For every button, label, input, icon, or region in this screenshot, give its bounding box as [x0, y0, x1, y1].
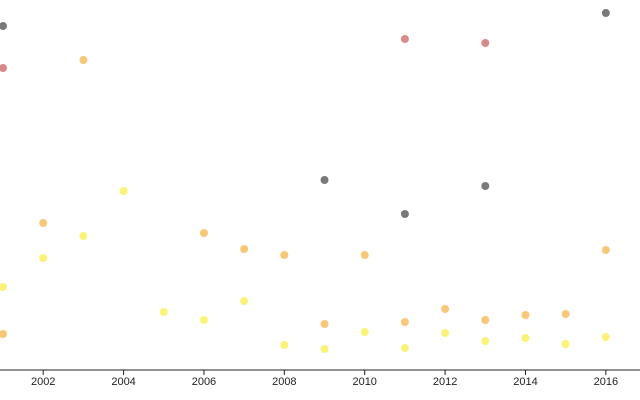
point: [199, 316, 208, 324]
point: [0, 22, 8, 30]
x-tick-label: 2008: [272, 376, 296, 388]
point: [481, 182, 490, 190]
point: [601, 246, 610, 254]
point: [240, 297, 249, 305]
x-tick-label: 2006: [192, 376, 216, 388]
point: [400, 35, 409, 43]
point: [561, 310, 570, 318]
point: [240, 245, 249, 253]
point: [400, 318, 409, 326]
point: [441, 305, 450, 313]
point: [521, 334, 530, 342]
point: [481, 316, 490, 324]
x-tick-label: 2012: [433, 376, 457, 388]
point: [521, 311, 530, 319]
x-tick-label: 2002: [31, 376, 55, 388]
x-tick-label: 2010: [352, 376, 376, 388]
point: [0, 283, 8, 291]
x-tick-label: 2014: [513, 376, 537, 388]
point: [360, 328, 369, 336]
point: [79, 232, 88, 240]
point: [360, 251, 369, 259]
point: [400, 344, 409, 352]
point: [159, 308, 168, 316]
point: [601, 9, 610, 17]
point: [280, 341, 289, 349]
point: [280, 251, 289, 259]
point: [481, 337, 490, 345]
point: [441, 329, 450, 337]
point: [400, 210, 409, 218]
point: [0, 64, 8, 72]
point: [199, 229, 208, 237]
point: [119, 187, 128, 195]
point: [79, 56, 88, 64]
x-tick-label: 2016: [594, 376, 618, 388]
point: [320, 320, 329, 328]
point: [481, 39, 490, 47]
point: [561, 340, 570, 348]
point: [320, 176, 329, 184]
point: [601, 333, 610, 341]
point: [39, 254, 48, 262]
x-tick-label: 2004: [111, 376, 135, 388]
point: [39, 219, 48, 227]
point: [320, 345, 329, 353]
point: [0, 330, 8, 338]
